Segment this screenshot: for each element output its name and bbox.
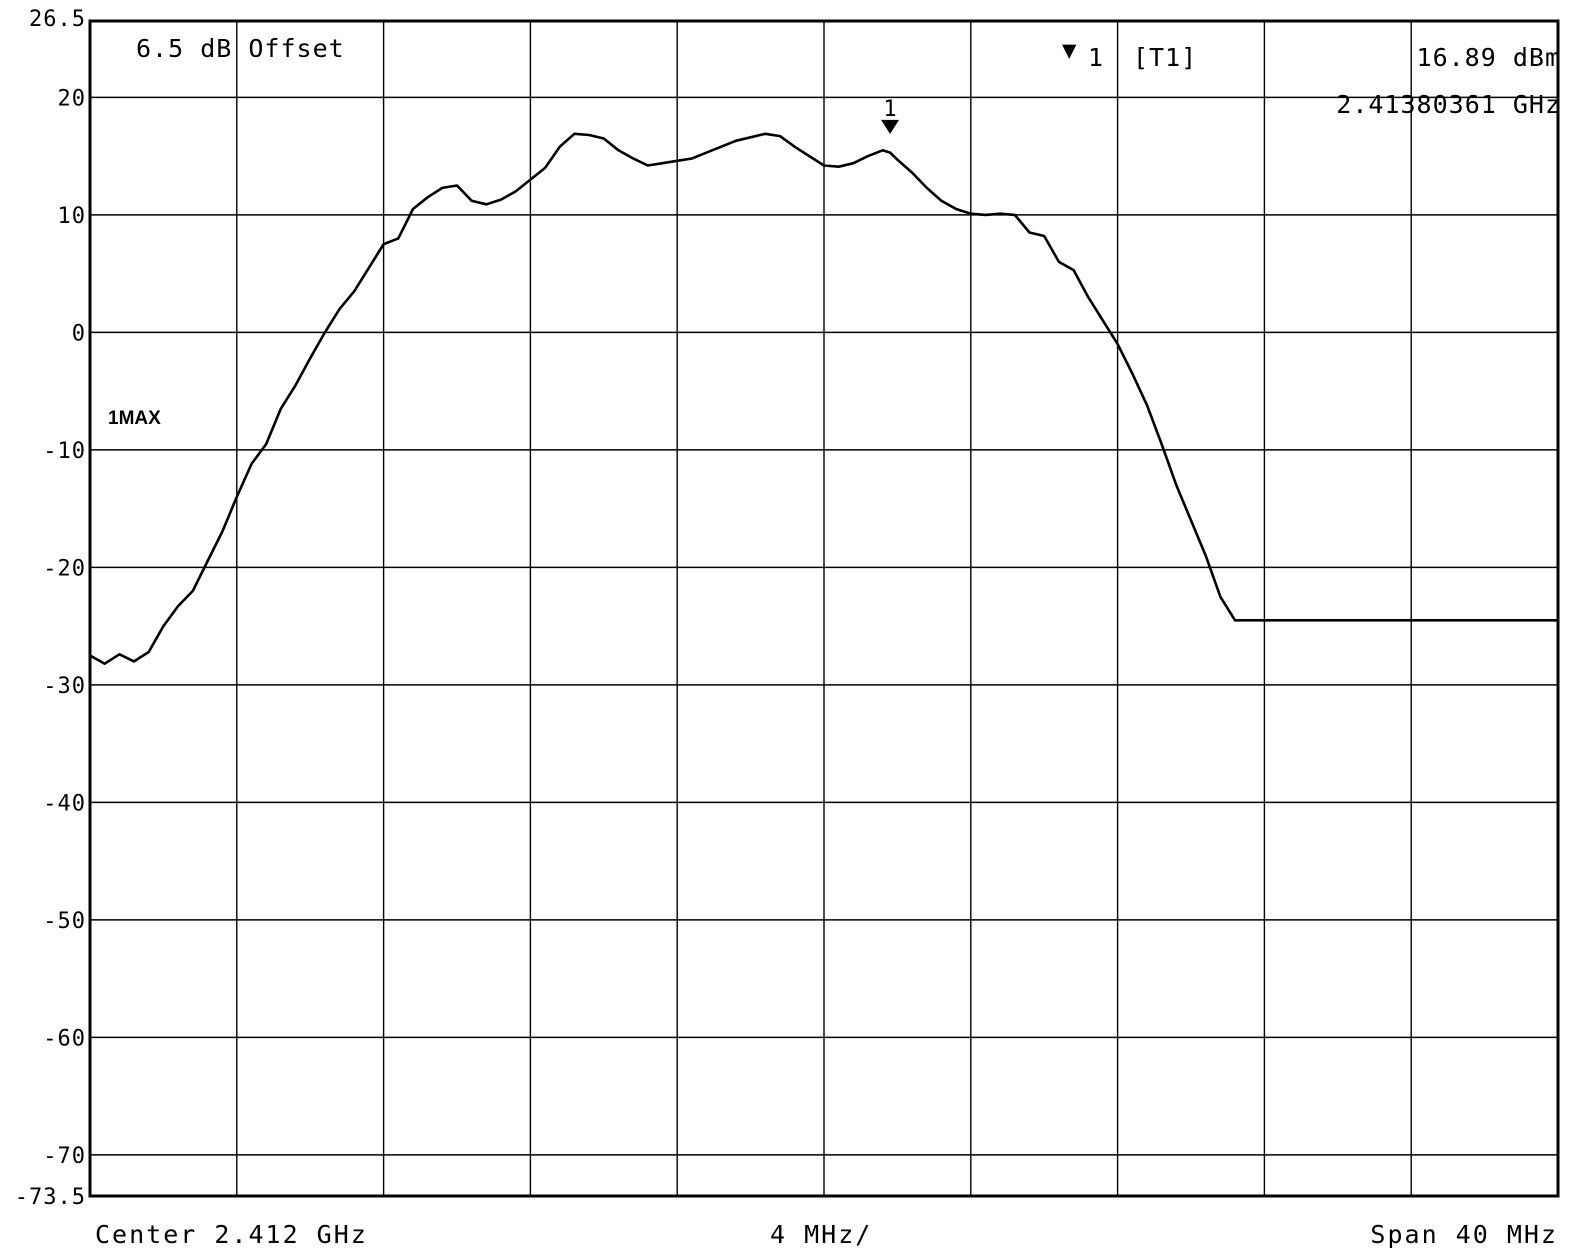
marker-level: 16.89 dBm xyxy=(1417,43,1561,72)
y-tick-label: 26.5 xyxy=(29,7,86,32)
marker-info-number: 1 xyxy=(1088,43,1104,72)
trace-line xyxy=(89,132,1558,666)
marker-triangle-icon xyxy=(881,119,900,134)
plot-frame xyxy=(88,19,1560,1198)
y-tick-label: -30 xyxy=(43,674,86,699)
marker-frequency: 2.41380361 GHz xyxy=(1336,90,1561,119)
y-tick-label: -20 xyxy=(43,556,86,581)
y-tick-label: 20 xyxy=(58,86,87,111)
y-tick-label: 0 xyxy=(72,321,86,346)
y-tick-label: -70 xyxy=(43,1144,86,1169)
marker-id: [T1] xyxy=(1133,43,1197,72)
y-tick-label: -73.5 xyxy=(15,1185,86,1210)
y-tick-label: 10 xyxy=(58,204,87,229)
span: Span 40 MHz xyxy=(1370,1220,1558,1249)
y-tick-label: -50 xyxy=(43,909,86,934)
marker-info-triangle-icon: ▼ xyxy=(1062,36,1077,64)
y-axis-tick-labels: 26.5 20 10 0 -10 -20 -30 -40 -50 -60 -70 -73.5 xyxy=(15,7,87,1210)
offset-label: 6.5 dB Offset xyxy=(136,34,345,63)
marker-number: 1 xyxy=(883,97,896,122)
y-tick-label: -10 xyxy=(43,439,86,464)
center-frequency: Center 2.412 GHz xyxy=(95,1220,368,1249)
grid xyxy=(90,21,1558,1196)
y-tick-label: -40 xyxy=(43,791,86,816)
trace-mode-label: 1MAX xyxy=(108,408,161,429)
frequency-per-division: 4 MHz/ xyxy=(770,1220,872,1249)
y-tick-label: -60 xyxy=(43,1026,86,1051)
